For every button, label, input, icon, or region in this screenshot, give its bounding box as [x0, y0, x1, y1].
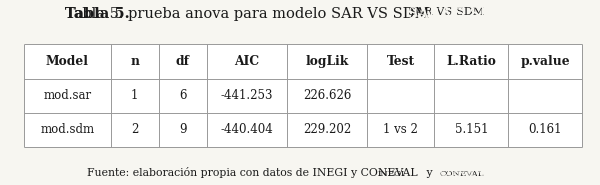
Text: -440.404: -440.404 — [221, 123, 273, 137]
Text: mod.sar: mod.sar — [43, 89, 91, 102]
Text: CONEVAL: CONEVAL — [440, 168, 497, 178]
Text: INEGI: INEGI — [377, 170, 405, 178]
Text: 1 vs 2: 1 vs 2 — [383, 123, 418, 137]
Text: Fuente: elaboración propia con datos de INEGI y CONEVAL: Fuente: elaboración propia con datos de … — [86, 167, 418, 178]
Text: Tabla 5.: Tabla 5. — [65, 7, 130, 21]
Text: 1: 1 — [131, 89, 139, 102]
Text: L.Ratio: L.Ratio — [446, 55, 496, 68]
Text: AIC: AIC — [235, 55, 259, 68]
Text: Model: Model — [46, 55, 89, 68]
Text: 0.161: 0.161 — [529, 123, 562, 137]
Text: n: n — [130, 55, 139, 68]
Text: p.value: p.value — [520, 55, 570, 68]
Text: 6: 6 — [179, 89, 187, 102]
Text: y: y — [423, 168, 436, 178]
Text: 5.151: 5.151 — [455, 123, 488, 137]
Text: 229.202: 229.202 — [303, 123, 351, 137]
Text: SAR VS SDM: SAR VS SDM — [408, 7, 485, 17]
Text: logLik: logLik — [305, 55, 349, 68]
Text: mod.sdm: mod.sdm — [40, 123, 94, 137]
Text: 9: 9 — [179, 123, 187, 137]
Text: 226.626: 226.626 — [303, 89, 351, 102]
Text: df: df — [176, 55, 190, 68]
Text: CONEVAL: CONEVAL — [440, 170, 484, 178]
Text: Test: Test — [386, 55, 415, 68]
Text: Tabla 5. prueba anova para modelo SAR VS SDM: Tabla 5. prueba anova para modelo SAR VS… — [65, 7, 429, 21]
Text: 2: 2 — [131, 123, 139, 137]
Text: -441.253: -441.253 — [221, 89, 273, 102]
Text: SAR VS SDM: SAR VS SDM — [408, 7, 506, 21]
